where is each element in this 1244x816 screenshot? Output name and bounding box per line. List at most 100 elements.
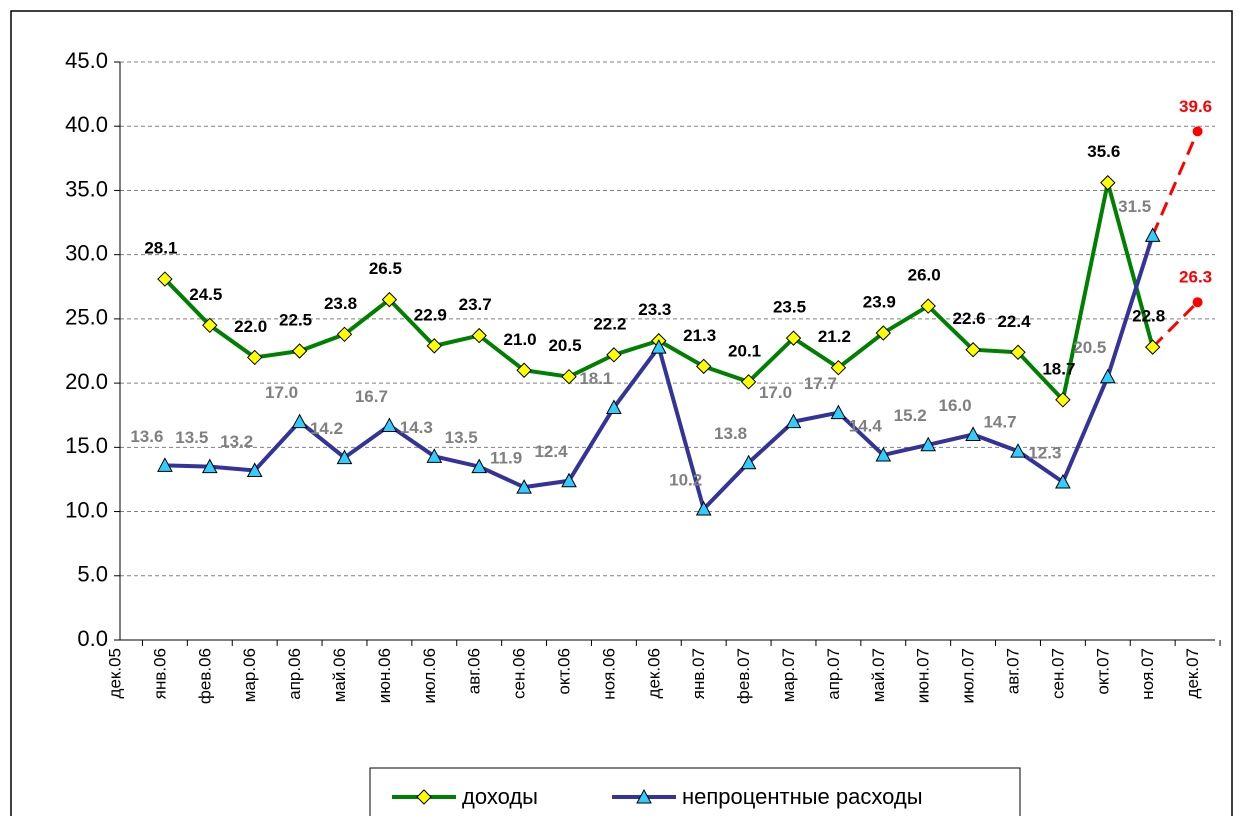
- data-label: 10.2: [669, 470, 702, 489]
- data-label: 13.2: [220, 432, 253, 451]
- x-tick-label: сен.06: [510, 648, 529, 699]
- marker: [246, 349, 263, 366]
- x-tick-label: май.07: [869, 648, 888, 702]
- data-label: 14.3: [400, 418, 433, 437]
- x-tick-label: янв.07: [689, 648, 708, 699]
- legend-marker: [636, 788, 652, 804]
- legend-label: доходы: [462, 784, 538, 809]
- marker: [336, 449, 353, 465]
- marker: [381, 291, 398, 308]
- x-tick-label: окт.06: [554, 648, 573, 695]
- marker: [426, 448, 443, 463]
- x-tick-label: ноя.06: [599, 648, 618, 700]
- data-label: 17.0: [265, 383, 298, 402]
- data-label: 22.0: [234, 317, 267, 336]
- marker: [650, 339, 667, 354]
- data-label: 26.5: [369, 259, 402, 278]
- marker: [201, 458, 218, 474]
- x-tick-label: июл.07: [959, 648, 978, 703]
- marker: [785, 330, 802, 346]
- marker: [291, 413, 308, 429]
- marker: [695, 358, 712, 375]
- y-tick-label: 35.0: [65, 176, 108, 201]
- y-tick-label: 0.0: [77, 626, 108, 651]
- marker: [336, 326, 353, 343]
- data-label: 26.0: [908, 266, 941, 285]
- x-tick-label: авг.07: [1003, 648, 1022, 694]
- data-label: 21.0: [504, 330, 537, 349]
- marker: [516, 479, 532, 494]
- x-tick-label: май.06: [330, 648, 349, 702]
- data-label: 14.2: [310, 419, 343, 438]
- data-label: 18.7: [1042, 359, 1075, 378]
- data-label: 12.4: [534, 442, 568, 461]
- forecast-line: [1151, 301, 1199, 349]
- data-label: 17.0: [759, 383, 792, 402]
- marker: [516, 362, 532, 378]
- marker: [785, 413, 802, 429]
- data-label: 16.0: [939, 396, 972, 415]
- y-tick-label: 40.0: [65, 112, 108, 137]
- data-label: 23.8: [324, 294, 357, 313]
- forecast-label: 39.6: [1179, 97, 1212, 116]
- data-label: 11.9: [490, 449, 522, 468]
- x-tick-label: фев.06: [195, 648, 214, 704]
- legend-label: непроцентные расходы: [682, 784, 923, 809]
- marker: [1055, 392, 1071, 408]
- marker: [1144, 227, 1161, 242]
- marker: [740, 374, 757, 390]
- marker: [830, 359, 847, 376]
- marker: [875, 446, 892, 462]
- x-tick-label: ноя.07: [1138, 648, 1157, 700]
- data-label: 23.7: [459, 295, 492, 314]
- y-tick-label: 15.0: [65, 433, 108, 458]
- forecast-label: 26.3: [1179, 268, 1212, 287]
- y-tick-label: 20.0: [65, 369, 108, 394]
- marker: [202, 317, 218, 334]
- data-label: 22.6: [953, 309, 986, 328]
- x-tick-label: апр.07: [824, 648, 843, 700]
- forecast-line: [1151, 130, 1199, 236]
- marker: [875, 325, 892, 341]
- marker: [561, 368, 577, 385]
- data-label: 13.8: [714, 424, 747, 443]
- data-label: 22.9: [414, 305, 447, 324]
- marker: [1010, 443, 1026, 458]
- x-tick-label: июн.07: [914, 648, 933, 703]
- data-label: 23.5: [773, 298, 806, 317]
- marker: [471, 327, 487, 344]
- y-tick-label: 5.0: [77, 562, 108, 587]
- data-label: 13.6: [130, 427, 163, 446]
- x-tick-label: сен.07: [1048, 648, 1067, 699]
- data-label: 13.5: [445, 428, 478, 447]
- data-label: 21.2: [818, 327, 851, 346]
- y-tick-label: 10.0: [65, 497, 108, 522]
- data-label: 35.6: [1087, 142, 1120, 161]
- x-tick-label: окт.07: [1093, 648, 1112, 695]
- marker: [1144, 339, 1161, 355]
- data-label: 14.7: [983, 413, 1016, 432]
- x-tick-label: апр.06: [285, 648, 304, 700]
- forecast-point: [1192, 297, 1203, 308]
- x-tick-label: дек.05: [105, 648, 124, 698]
- x-tick-label: июн.06: [375, 648, 394, 703]
- data-label: 18.1: [579, 369, 612, 388]
- marker: [965, 342, 981, 358]
- y-tick-label: 30.0: [65, 240, 108, 265]
- marker: [1099, 368, 1116, 384]
- marker: [740, 454, 757, 470]
- data-label: 24.5: [189, 285, 222, 304]
- y-tick-label: 25.0: [65, 305, 108, 330]
- y-tick-label: 45.0: [65, 48, 108, 73]
- marker: [606, 347, 622, 363]
- data-label: 23.3: [638, 300, 671, 319]
- marker: [965, 426, 981, 441]
- data-label: 22.8: [1132, 307, 1165, 326]
- data-label: 14.4: [849, 417, 883, 436]
- marker: [157, 271, 173, 287]
- marker: [830, 404, 847, 420]
- marker: [381, 417, 398, 432]
- data-label: 22.5: [279, 310, 312, 329]
- data-label: 23.9: [863, 293, 896, 312]
